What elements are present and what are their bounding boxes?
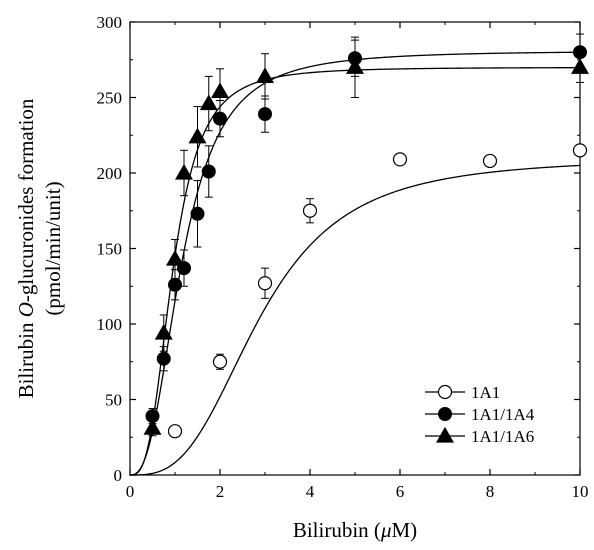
data-point-open-circle: [257, 276, 273, 291]
legend-marker-filled-triangle: [436, 426, 454, 443]
data-point-filled-triangle: [154, 323, 173, 340]
data-point-open-circle: [572, 143, 588, 158]
data-point-open-circle: [392, 152, 408, 167]
data-point-filled-triangle: [211, 82, 229, 99]
data-point-filled-circle: [213, 111, 227, 126]
y-axis-title-line2: (pmol/min/unit): [41, 181, 65, 315]
y-tick-label: 50: [105, 391, 122, 410]
x-tick-label: 10: [572, 482, 589, 501]
y-axis-title-line1: Bilirubin O-glucuronides formation: [14, 98, 38, 398]
data-point-filled-circle: [190, 206, 205, 221]
legend-label: 1A1/1A4: [471, 405, 535, 424]
data-point-open-circle: [167, 424, 183, 439]
data-point-filled-triangle: [346, 58, 364, 74]
data-point-filled-triangle: [256, 67, 274, 83]
y-tick-label: 200: [97, 164, 123, 183]
data-point-open-circle: [212, 354, 228, 369]
data-markers: [143, 45, 589, 439]
data-point-open-circle: [482, 153, 498, 169]
y-tick-label: 100: [97, 315, 123, 334]
data-point-filled-circle: [168, 277, 182, 292]
y-tick-label: 0: [114, 466, 123, 485]
x-tick-label: 6: [396, 482, 405, 501]
data-point-filled-triangle: [571, 58, 589, 74]
data-point-filled-circle: [201, 164, 216, 179]
legend-label: 1A1: [471, 383, 500, 402]
x-tick-label: 0: [126, 482, 135, 501]
x-tick-label: 8: [486, 482, 495, 501]
legend-label: 1A1/1A6: [471, 427, 534, 446]
x-tick-label: 2: [216, 482, 225, 501]
fit-curve-0: [130, 164, 581, 476]
data-point-filled-triangle: [175, 163, 193, 180]
y-tick-label: 150: [97, 240, 123, 259]
y-tick-label: 250: [97, 89, 123, 108]
data-point-filled-triangle: [166, 249, 184, 266]
x-tick-label: 4: [306, 482, 315, 501]
data-point-filled-circle: [573, 45, 587, 60]
legend-marker-filled-circle: [438, 407, 452, 421]
legend: 1A1 1A1/1A4 1A1/1A6: [425, 383, 535, 446]
data-point-filled-triangle: [188, 127, 207, 144]
data-point-open-circle: [302, 203, 318, 218]
data-point-filled-triangle: [143, 419, 162, 435]
legend-marker-open-circle: [437, 384, 453, 400]
data-point-filled-triangle: [199, 94, 218, 111]
y-tick-label: 300: [97, 13, 123, 32]
axes: [129, 21, 581, 476]
data-point-filled-circle: [258, 107, 272, 122]
data-point-filled-circle: [156, 351, 171, 366]
x-axis-title: Bilirubin (μM): [293, 518, 417, 542]
